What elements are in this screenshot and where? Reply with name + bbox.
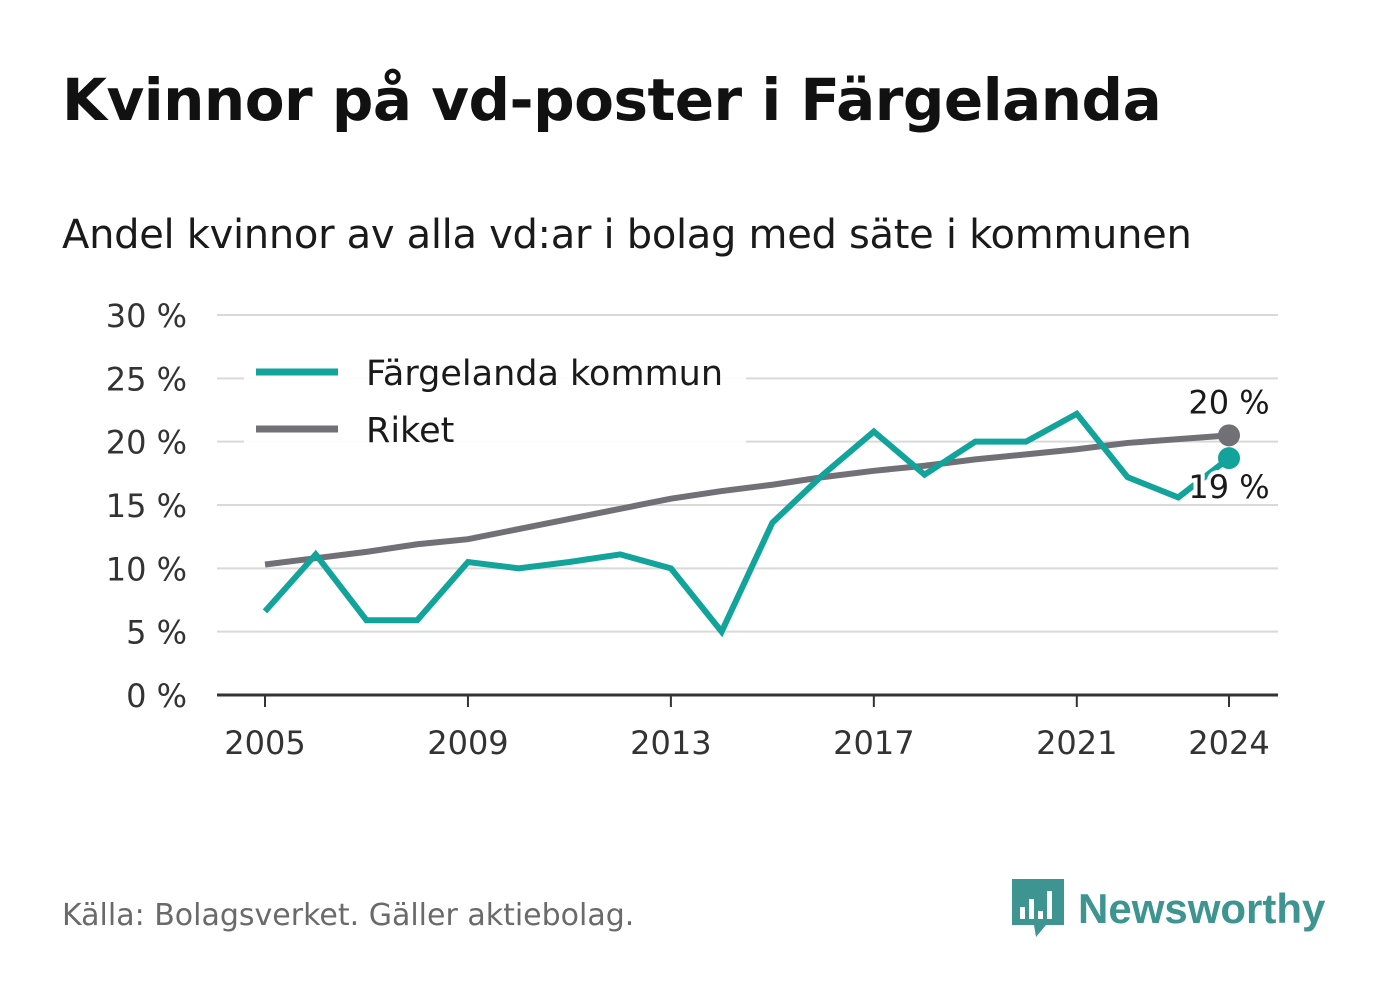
y-tick-label: 30 % [106, 297, 187, 335]
y-tick-label: 20 % [106, 424, 187, 462]
source-note: Källa: Bolagsverket. Gäller aktiebolag. [62, 898, 635, 933]
end-label-kommun: 19 % [1188, 468, 1269, 506]
y-axis-ticks: 0 % 5 % 10 % 15 % 20 % 25 % 30 % [106, 297, 187, 715]
end-label-halo-riket: 20 % [1188, 383, 1269, 421]
x-tick-label: 2009 [427, 724, 508, 762]
brand-name: Newsworthy [1078, 885, 1326, 932]
y-tick-label: 25 % [106, 360, 187, 398]
y-tick-label: 5 % [126, 614, 187, 652]
series-line-kommun [262, 409, 1231, 638]
series-line-riket [264, 432, 1230, 568]
y-tick-label: 0 % [126, 677, 187, 715]
x-tick-label: 2017 [833, 724, 914, 762]
x-tick-label: 2013 [630, 724, 711, 762]
brand-logo: Newsworthy [1012, 878, 1325, 940]
end-marker-kommun [1218, 447, 1240, 470]
chart-title: Kvinnor på vd-poster i Färgelanda [62, 66, 1162, 134]
y-tick-label: 15 % [106, 487, 187, 525]
x-tick-label: 2021 [1036, 724, 1117, 762]
end-label-riket: 20 % [1188, 383, 1269, 421]
legend-label-kommun: Färgelanda kommun [366, 354, 723, 394]
x-tick-label: 2005 [224, 724, 305, 762]
x-tick-label: 2024 [1188, 724, 1269, 762]
legend-label-riket: Riket [366, 411, 454, 451]
chart-subtitle: Andel kvinnor av alla vd:ar i bolag med … [62, 212, 1192, 258]
x-axis-ticks: 2005 2009 2013 2017 2021 2024 [224, 695, 1270, 762]
end-label-halo-kommun: 19 % [1188, 468, 1269, 506]
y-tick-label: 10 % [106, 550, 187, 588]
endpoint-markers: 20 %20 %19 %19 % [1184, 379, 1273, 510]
series-lines [262, 409, 1231, 638]
end-marker-riket [1218, 424, 1240, 447]
legend: Färgelanda kommun Riket [244, 338, 746, 451]
bar-chart-speech-bubble-icon [1012, 879, 1064, 937]
